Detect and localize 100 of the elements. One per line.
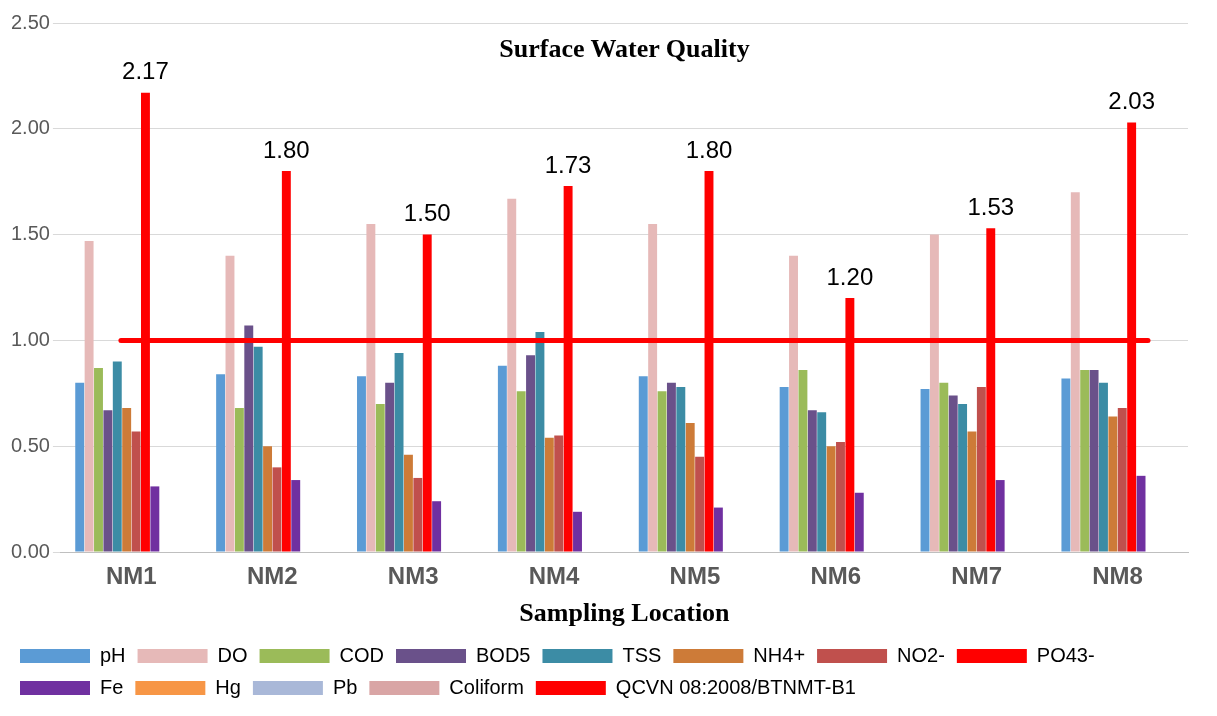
- x-axis-title: Sampling Location: [519, 598, 731, 628]
- bar: [967, 431, 977, 552]
- legend-label: PO43-: [1036, 643, 1095, 666]
- legend-label: NH4+: [753, 643, 806, 666]
- bar: [131, 431, 141, 552]
- x-tick-label: NM6: [810, 562, 862, 590]
- bar: [939, 382, 949, 552]
- bar: [1099, 382, 1108, 552]
- chart-title: Surface Water Quality: [499, 33, 750, 63]
- bar: [807, 410, 817, 552]
- legend-label: QCVN 08:2008/BTNMT-B1: [615, 675, 856, 698]
- bar: [854, 492, 864, 552]
- bar: [666, 382, 676, 552]
- y-tick-label: 2.50: [10, 10, 50, 33]
- legend-label: pH: [100, 643, 126, 666]
- bar: [554, 435, 564, 552]
- bar: [1061, 378, 1071, 552]
- bar: [1108, 416, 1118, 552]
- y-tick-label: 1.00: [10, 327, 50, 350]
- bar: [394, 353, 404, 552]
- bar: [1070, 192, 1080, 552]
- data-label: 1.80: [685, 135, 733, 163]
- bar: [798, 370, 808, 552]
- bar: [920, 389, 930, 552]
- bar: [403, 454, 413, 552]
- bar: [976, 386, 986, 552]
- bar: [958, 403, 968, 552]
- bar: [84, 240, 94, 552]
- bar: [375, 403, 385, 552]
- bar: [657, 391, 667, 552]
- bar: [122, 408, 132, 552]
- bar: [1117, 408, 1127, 552]
- x-tick-label: NM5: [669, 562, 721, 590]
- data-label: 1.80: [262, 135, 310, 163]
- bar: [357, 376, 366, 552]
- bar: [789, 255, 798, 552]
- y-tick-label: 1.50: [10, 222, 50, 245]
- bar: [779, 386, 789, 552]
- bar: [234, 408, 244, 552]
- legend-label: COD: [339, 643, 385, 666]
- data-label: 2.17: [122, 57, 169, 85]
- bar: [544, 437, 554, 552]
- y-tick-label: 0.50: [10, 433, 50, 456]
- bar: [929, 234, 939, 552]
- bar: [291, 480, 301, 552]
- bar: [507, 198, 517, 552]
- bar: [713, 507, 723, 552]
- bar: [94, 367, 103, 552]
- bar: [253, 346, 263, 552]
- bar: [948, 395, 958, 552]
- x-tick-label: NM1: [106, 562, 157, 590]
- legend-label: Fe: [100, 675, 124, 698]
- bar: [1136, 475, 1146, 552]
- bar: [413, 477, 423, 552]
- bar: [826, 446, 836, 552]
- bar: [1089, 370, 1099, 552]
- data-label: 1.50: [403, 199, 451, 227]
- bar: [263, 446, 273, 552]
- bar: [638, 376, 648, 552]
- x-tick-label: NM8: [1092, 562, 1143, 590]
- data-label: 1.53: [967, 192, 1015, 220]
- bar: [75, 382, 85, 552]
- bar: [112, 361, 122, 552]
- bar: [817, 412, 827, 552]
- legend-label: Pb: [332, 675, 358, 698]
- bar: [216, 374, 226, 552]
- legend-label: DO: [217, 643, 248, 666]
- data-label: 2.03: [1108, 87, 1156, 115]
- bar: [535, 331, 545, 552]
- bar: [244, 325, 254, 552]
- bar: [676, 386, 686, 552]
- legend-label: Hg: [215, 675, 241, 698]
- x-tick-label: NM3: [387, 562, 439, 590]
- y-tick-label: 0.00: [10, 539, 50, 562]
- bar: [103, 410, 113, 552]
- bar: [995, 480, 1005, 552]
- data-label: 1.73: [544, 150, 592, 178]
- x-tick-label: NM2: [246, 562, 298, 590]
- legend-label: TSS: [622, 643, 662, 666]
- bar: [432, 501, 442, 552]
- bar: [150, 486, 160, 552]
- bar: [526, 355, 535, 552]
- y-tick-label: 2.00: [10, 116, 50, 139]
- bar: [648, 224, 658, 552]
- bar: [695, 456, 705, 552]
- legend-label: BOD5: [476, 643, 531, 666]
- x-tick-label: NM7: [951, 562, 1003, 590]
- data-label: 1.20: [826, 262, 874, 290]
- bar: [685, 422, 695, 552]
- bar: [497, 365, 507, 552]
- bar: [1080, 370, 1090, 552]
- legend-label: NO2-: [897, 643, 945, 666]
- bar: [836, 441, 845, 552]
- bar: [385, 382, 395, 552]
- bar: [516, 391, 526, 552]
- bar: [573, 511, 582, 552]
- bar: [272, 467, 282, 552]
- bar: [366, 224, 376, 552]
- legend-label: Coliform: [449, 675, 524, 698]
- x-tick-label: NM4: [528, 562, 581, 590]
